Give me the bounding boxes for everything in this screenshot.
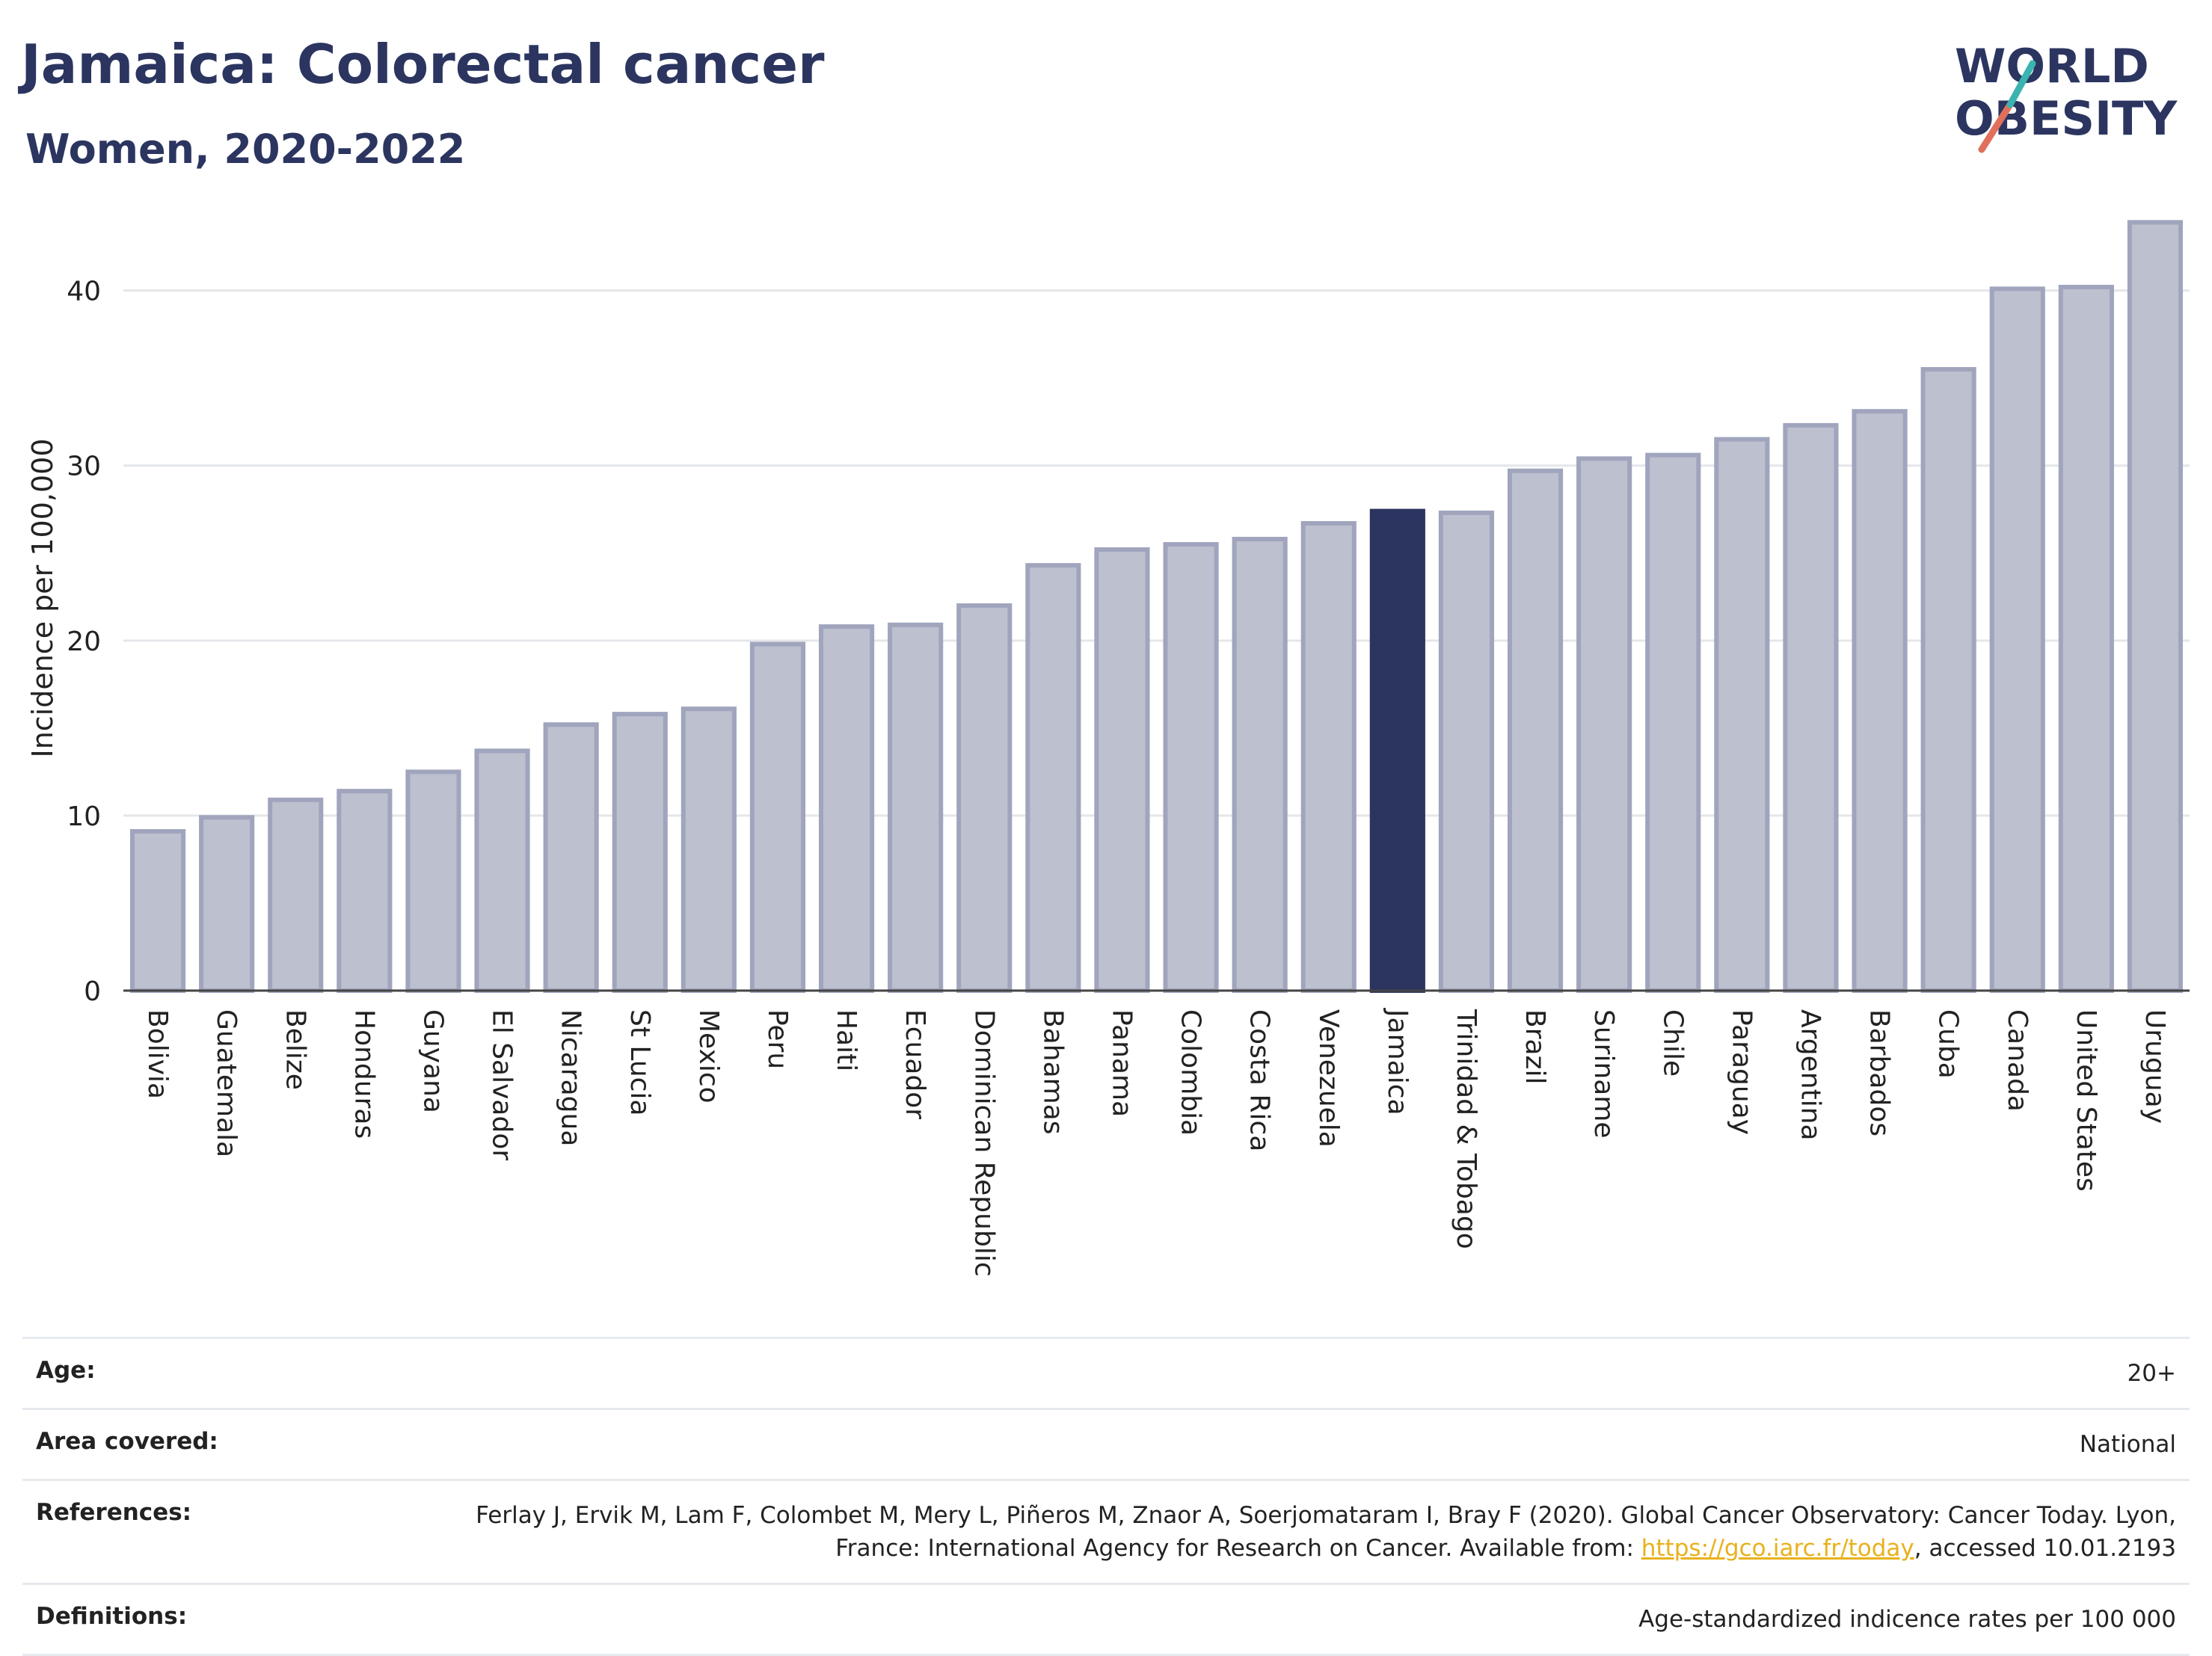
meta-row-references: References: Ferlay J, Ervik M, Lam F, Co… <box>22 1479 2190 1583</box>
bar-chart: 0 10 20 30 40 Bolivia Guatemala Belize Honduras G… <box>26 220 2190 1277</box>
bar-colombia <box>1163 542 1219 993</box>
y-tick-label: 30 <box>67 452 101 482</box>
y-axis-label: Incidence per 100,000 <box>26 438 59 757</box>
bar-guyana <box>405 769 461 993</box>
bar-costa-rica <box>1232 537 1288 993</box>
chart-subtitle: Women, 2020-2022 <box>25 126 466 173</box>
x-tick-label: Colombia <box>1176 1009 1206 1136</box>
area-value: National <box>2079 1431 2176 1458</box>
bar-brazil <box>1507 468 1564 993</box>
references-tail: , accessed 10.01.2193 <box>1914 1535 2176 1562</box>
bar-peru <box>749 641 806 993</box>
bar-trinidad-tobago <box>1438 510 1495 993</box>
bar-haiti <box>818 624 875 993</box>
bar-bahamas <box>1025 563 1081 993</box>
bars <box>129 220 2184 994</box>
area-label: Area covered: <box>36 1428 218 1455</box>
x-tick-label: Argentina <box>1795 1009 1825 1141</box>
bar-uruguay <box>2127 220 2184 993</box>
x-tick-label: Costa Rica <box>1244 1009 1275 1151</box>
x-tick-label: United States <box>2071 1009 2101 1192</box>
axes: 0 10 20 30 40 Bolivia Guatemala Belize Honduras G… <box>67 277 2190 1277</box>
references-text: Ferlay J, Ervik M, Lam F, Colombet M, Me… <box>476 1502 2176 1562</box>
x-tick-label: Ecuador <box>900 1009 930 1119</box>
bar-dominican-republic <box>956 603 1013 993</box>
x-tick-label: Canada <box>2002 1009 2033 1112</box>
bar-suriname <box>1576 456 1632 993</box>
svg-text:WORLD: WORLD <box>1955 39 2149 93</box>
bar-belize <box>268 797 324 994</box>
x-tick-label: Trinidad & Tobago <box>1451 1009 1481 1249</box>
x-tick-label: Barbados <box>1864 1009 1895 1136</box>
bar-barbados <box>1852 409 1908 993</box>
x-tick-label: Chile <box>1657 1009 1688 1077</box>
bar-argentina <box>1783 422 1839 993</box>
x-tick-label: Mexico <box>693 1009 724 1104</box>
bar-canada <box>1989 286 2045 993</box>
bar-ecuador <box>888 622 944 993</box>
bar-guatemala <box>199 815 255 993</box>
x-tick-label: Brazil <box>1520 1009 1550 1084</box>
y-tick-label: 0 <box>84 976 101 1007</box>
bar-st-lucia <box>612 712 668 993</box>
age-label: Age: <box>36 1357 96 1384</box>
bar-panama <box>1094 547 1150 993</box>
bar-honduras <box>337 789 393 993</box>
x-tick-label: Guatemala <box>211 1009 242 1157</box>
bar-chile <box>1645 452 1701 993</box>
bar-jamaica <box>1369 508 1425 993</box>
age-value: 20+ <box>2127 1360 2176 1387</box>
x-tick-label: Bahamas <box>1037 1009 1068 1135</box>
x-tick-label: Guyana <box>417 1009 448 1113</box>
x-tick-label: Jamaica <box>1382 1008 1413 1115</box>
references-label: References: <box>36 1499 192 1526</box>
y-tick-label: 10 <box>67 801 101 832</box>
bar-bolivia <box>129 828 186 994</box>
x-tick-label: Paraguay <box>1726 1009 1757 1135</box>
x-tick-label: Belize <box>280 1009 310 1090</box>
chart-title: Jamaica: Colorectal cancer <box>21 33 825 96</box>
bar-united-states <box>2058 284 2114 994</box>
world-obesity-logo: WORLD OBESITY <box>1955 39 2178 153</box>
y-tick-label: 40 <box>67 277 101 307</box>
bar-cuba <box>1920 366 1976 993</box>
bar-mexico <box>681 707 737 993</box>
x-tick-label: Peru <box>762 1009 793 1069</box>
bar-paraguay <box>1714 437 1770 993</box>
meta-row-age: Age: 20+ <box>22 1337 2190 1408</box>
bar-nicaragua <box>543 722 599 993</box>
x-tick-label: Suriname <box>1588 1009 1619 1139</box>
x-tick-label: Dominican Republic <box>968 1009 999 1277</box>
metadata-table: Age: 20+ Area covered: National Referenc… <box>22 1337 2190 1656</box>
x-tick-label: Uruguay <box>2139 1009 2170 1124</box>
x-tick-label: Bolivia <box>142 1009 173 1099</box>
x-tick-label: St Lucia <box>624 1009 655 1116</box>
references-link[interactable]: https://gco.iarc.fr/today <box>1641 1535 1914 1562</box>
definitions-label: Definitions: <box>36 1603 188 1630</box>
x-tick-label: Panama <box>1106 1009 1137 1117</box>
meta-row-definitions: Definitions: Age-standardized indicence … <box>22 1583 2190 1656</box>
y-tick-label: 20 <box>67 627 101 657</box>
x-tick-label: Haiti <box>831 1009 861 1071</box>
references-value: Ferlay J, Ervik M, Lam F, Colombet M, Me… <box>456 1499 2176 1565</box>
meta-row-area: Area covered: National <box>22 1408 2190 1479</box>
x-tick-label: Nicaragua <box>556 1009 586 1146</box>
x-tick-label: Cuba <box>1933 1009 1964 1079</box>
bar-venezuela <box>1300 520 1357 993</box>
bar-el-salvador <box>474 748 530 994</box>
x-tick-label: Honduras <box>348 1009 379 1139</box>
grid-lines <box>123 289 2190 817</box>
x-tick-label: Venezuela <box>1313 1009 1344 1148</box>
x-tick-label: El Salvador <box>487 1009 517 1160</box>
definitions-value: Age-standardized indicence rates per 100… <box>1638 1606 2176 1633</box>
